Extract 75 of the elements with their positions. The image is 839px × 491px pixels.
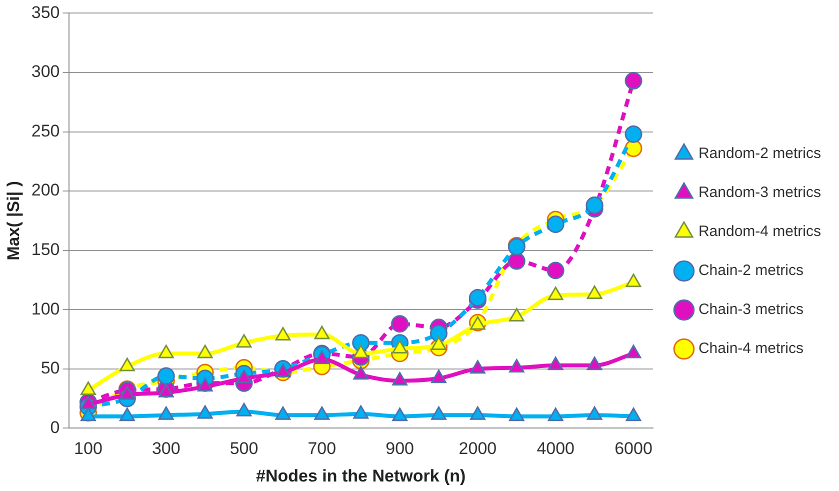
- y-axis-title: Max( |Si| ): [4, 180, 23, 260]
- point: [431, 336, 446, 350]
- point: [431, 406, 446, 420]
- x-tick-label: 4000: [536, 439, 575, 458]
- point: [626, 408, 642, 422]
- x-tick-label: 300: [152, 439, 180, 458]
- point: [548, 286, 564, 300]
- point: [508, 308, 524, 322]
- point: [548, 408, 564, 422]
- point: [158, 406, 174, 420]
- x-tick-label: 500: [230, 439, 258, 458]
- point: [314, 406, 330, 420]
- x-tick-label: 900: [386, 439, 414, 458]
- point: [392, 340, 408, 354]
- point: [353, 405, 369, 419]
- y-tick-label: 150: [31, 240, 60, 260]
- y-tick-label: 50: [40, 358, 60, 378]
- point: [120, 408, 135, 422]
- point: [275, 326, 291, 340]
- x-tick-label: 6000: [614, 439, 652, 458]
- point: [275, 364, 291, 378]
- point: [626, 274, 642, 288]
- point: [470, 360, 486, 374]
- point: [470, 406, 486, 420]
- point: [548, 356, 564, 370]
- y-tick-label: 250: [31, 121, 60, 140]
- point: [586, 356, 602, 370]
- legend-label: Chain-2 metrics: [698, 262, 804, 280]
- x-tick-label: 2000: [458, 439, 497, 458]
- point: [314, 326, 330, 340]
- point: [353, 366, 369, 380]
- point: [392, 372, 408, 386]
- point: [236, 370, 252, 384]
- point: [508, 408, 524, 422]
- point: [275, 406, 291, 420]
- point: [392, 408, 408, 422]
- point: [80, 408, 96, 422]
- point: [158, 384, 174, 398]
- point: [508, 252, 526, 270]
- y-tick-label: 0: [50, 418, 60, 437]
- y-tick-label: 300: [31, 62, 60, 82]
- y-tick-label: 100: [31, 299, 60, 318]
- point: [236, 402, 252, 416]
- point: [586, 285, 602, 299]
- point: [391, 315, 409, 333]
- point: [314, 350, 330, 364]
- point: [624, 125, 642, 143]
- legend-label: Random-3 metrics: [698, 184, 822, 202]
- point: [624, 72, 642, 90]
- point: [546, 262, 564, 280]
- point: [236, 334, 252, 348]
- point: [158, 344, 174, 358]
- point: [626, 344, 642, 358]
- point: [197, 405, 213, 419]
- point: [197, 378, 213, 392]
- point: [546, 216, 564, 234]
- point: [508, 358, 524, 372]
- legend-label: Chain-4 metrics: [698, 340, 804, 358]
- x-tick-label: 100: [74, 439, 102, 458]
- x-tick-label: 700: [308, 439, 336, 458]
- point: [431, 370, 446, 384]
- point: [80, 382, 96, 396]
- point: [430, 324, 448, 342]
- point: [197, 344, 213, 358]
- legend-label: Random-4 metrics: [698, 223, 822, 240]
- point: [586, 406, 602, 420]
- y-tick-label: 350: [31, 2, 60, 22]
- legend-label: Chain-3 metrics: [698, 301, 804, 318]
- x-axis-title: #Nodes in the Network (n): [256, 466, 466, 486]
- point: [120, 386, 135, 400]
- y-tick-label: 200: [31, 180, 60, 200]
- legend-label: Random-2 metrics: [698, 145, 822, 162]
- point: [353, 344, 369, 358]
- point: [120, 358, 135, 372]
- point: [157, 367, 175, 385]
